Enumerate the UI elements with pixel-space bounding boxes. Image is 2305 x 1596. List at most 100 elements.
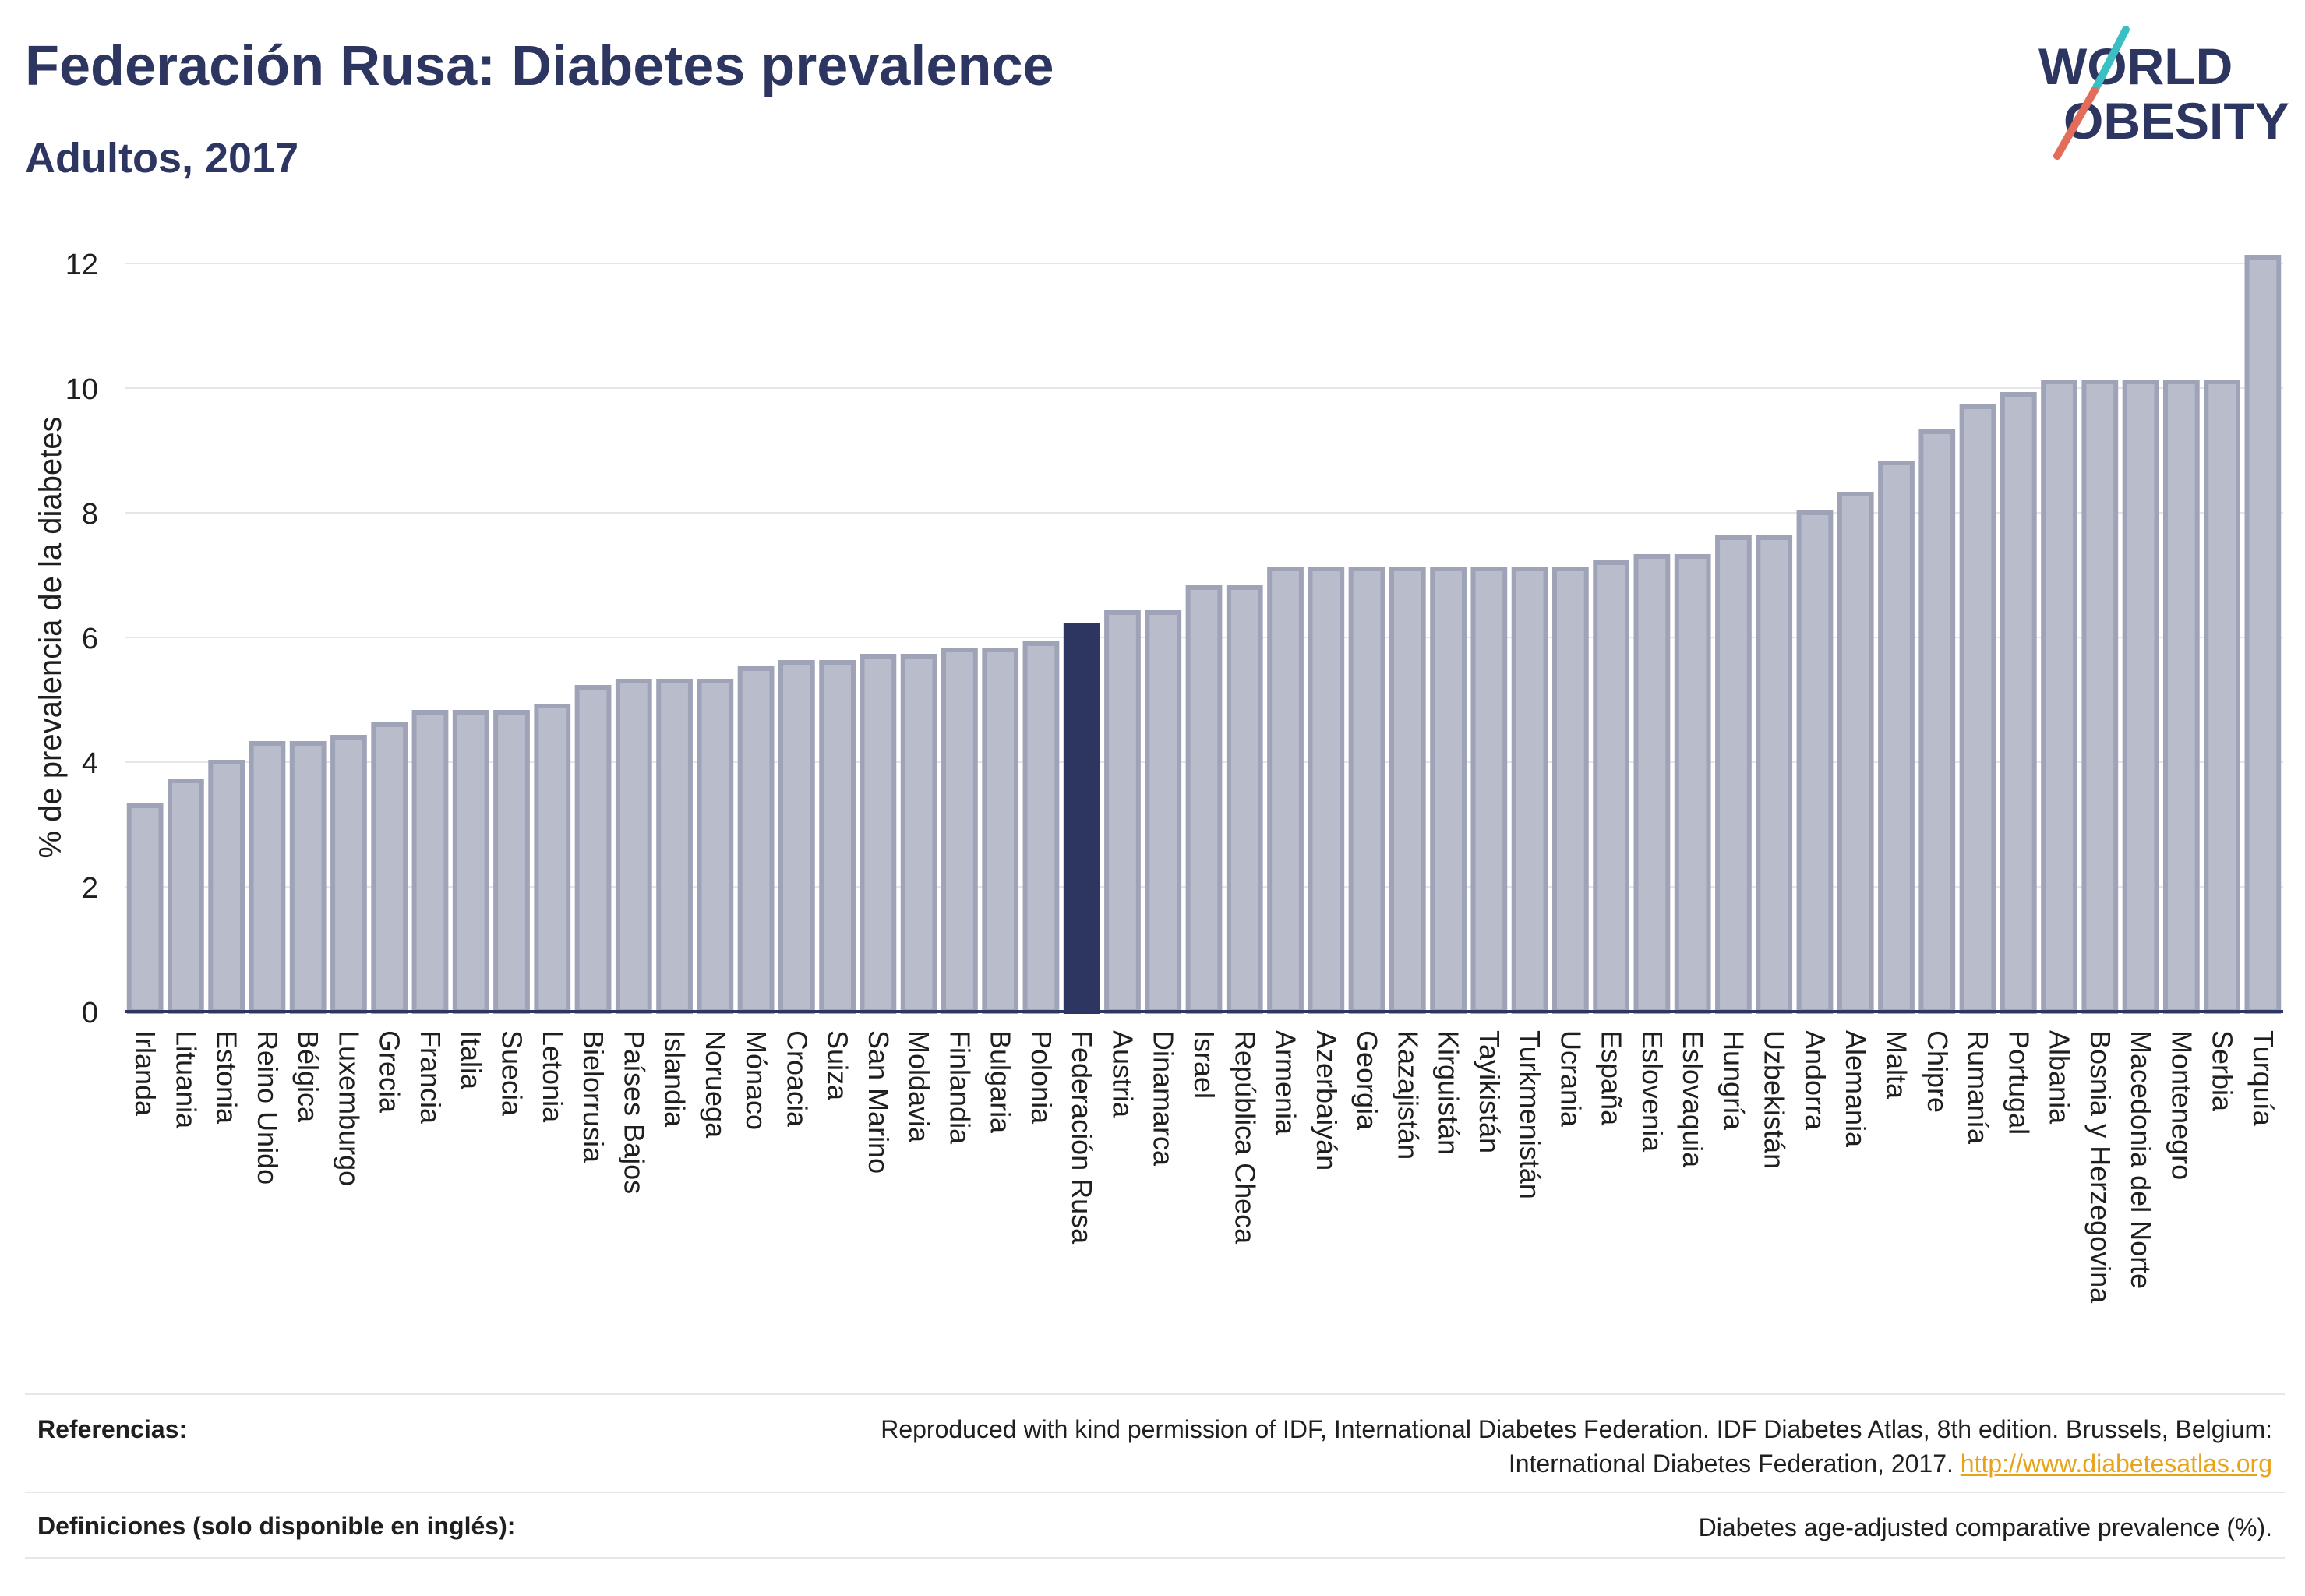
x-tick-label: Uzbekistán bbox=[1759, 1030, 1791, 1169]
logo-text-world: WORLD bbox=[2038, 37, 2233, 95]
x-tick-label: Eslovenia bbox=[1636, 1030, 1668, 1153]
x-tick-label: Islandia bbox=[659, 1030, 691, 1128]
bar bbox=[1959, 404, 1996, 1014]
y-tick-label: 6 bbox=[82, 623, 98, 655]
y-tick-label: 12 bbox=[65, 249, 98, 281]
bar bbox=[2122, 380, 2159, 1014]
bar bbox=[1470, 567, 1508, 1014]
x-tick-label: Países Bajos bbox=[618, 1030, 650, 1194]
bar bbox=[1674, 554, 1711, 1014]
references-line2: International Diabetes Federation, 2017.… bbox=[881, 1446, 2272, 1481]
y-tick-label: 0 bbox=[82, 997, 98, 1029]
x-tick-label: Hungría bbox=[1717, 1030, 1749, 1131]
y-tick-label: 2 bbox=[82, 872, 98, 905]
x-tick-label: Moldavia bbox=[903, 1030, 935, 1143]
chart-title: Federación Rusa: Diabetes prevalence bbox=[25, 35, 1054, 97]
definitions-label: Definiciones (solo disponible en inglés)… bbox=[37, 1512, 516, 1540]
bar bbox=[289, 741, 327, 1014]
x-tick-label: Letonia bbox=[537, 1030, 569, 1123]
bar bbox=[249, 741, 286, 1014]
x-tick-label: Ucrania bbox=[1555, 1030, 1587, 1128]
x-tick-label: Polonia bbox=[1025, 1030, 1057, 1125]
x-tick-label: Kazajistán bbox=[1392, 1030, 1424, 1160]
bar bbox=[1633, 554, 1671, 1014]
bar bbox=[411, 710, 449, 1014]
bar bbox=[452, 710, 489, 1014]
bar-chart: 0 2 4 6 8 10 12 % de prevalencia de la diabetes… bbox=[34, 249, 2283, 1304]
x-tick-label: Francia bbox=[415, 1030, 447, 1125]
divider-bottom bbox=[25, 1557, 2285, 1559]
x-tick-label: Mónaco bbox=[740, 1030, 772, 1130]
bar bbox=[941, 648, 978, 1014]
bar bbox=[1348, 567, 1385, 1014]
x-tick-label: Alemania bbox=[1840, 1030, 1872, 1148]
bar bbox=[1104, 610, 1141, 1014]
x-tick-label: Andorra bbox=[1799, 1030, 1831, 1131]
x-tick-label: Israel bbox=[1188, 1030, 1220, 1099]
chart-subtitle: Adultos, 2017 bbox=[25, 135, 299, 182]
bar bbox=[1022, 641, 1060, 1014]
divider-middle bbox=[25, 1492, 2285, 1493]
bar bbox=[1837, 492, 1874, 1014]
logo-slash-coral-icon bbox=[2053, 87, 2099, 160]
bar bbox=[697, 679, 734, 1014]
x-tick-label: Noruega bbox=[700, 1030, 732, 1139]
x-tick-label: Azerbaiyán bbox=[1311, 1030, 1343, 1171]
bar bbox=[1267, 567, 1304, 1014]
x-tick-label: Luxemburgo bbox=[333, 1030, 365, 1186]
logo-text-obesity: OBESITY bbox=[2063, 92, 2289, 150]
bar bbox=[656, 679, 693, 1014]
bar bbox=[819, 660, 856, 1014]
bar bbox=[860, 654, 897, 1014]
x-tick-label: Lituania bbox=[170, 1030, 202, 1129]
bar bbox=[208, 760, 245, 1014]
x-tick-label: Montenegro bbox=[2166, 1030, 2197, 1180]
references-text: Reproduced with kind permission of IDF, … bbox=[881, 1412, 2272, 1481]
x-tick-label: Armenia bbox=[1270, 1030, 1302, 1135]
x-tick-label: Austria bbox=[1107, 1030, 1138, 1118]
bar bbox=[1226, 585, 1263, 1014]
x-tick-label: Portugal bbox=[2003, 1030, 2035, 1135]
x-tick-label: Grecia bbox=[374, 1030, 406, 1114]
bar bbox=[1145, 610, 1182, 1014]
x-tick-label: Estonia bbox=[211, 1030, 243, 1125]
definitions-row: Definiciones (solo disponible en inglés)… bbox=[25, 1510, 2285, 1557]
bar bbox=[2000, 392, 2037, 1014]
bar bbox=[2204, 380, 2240, 1014]
x-tick-label: Georgia bbox=[1351, 1030, 1383, 1131]
bar bbox=[1551, 567, 1589, 1014]
bar bbox=[168, 779, 204, 1014]
x-tick-label: Irlanda bbox=[129, 1030, 161, 1117]
bar bbox=[2162, 380, 2200, 1014]
x-tick-label: Tayikistán bbox=[1474, 1030, 1505, 1153]
x-tick-label: Federación Rusa bbox=[1066, 1030, 1098, 1245]
bar bbox=[574, 685, 612, 1014]
bar bbox=[737, 666, 775, 1014]
y-axis-label: % de prevalencia de la diabetes bbox=[34, 416, 68, 858]
x-tick-label: España bbox=[1596, 1030, 1628, 1126]
bar bbox=[982, 648, 1019, 1014]
bar bbox=[126, 803, 164, 1014]
bar bbox=[1593, 560, 1630, 1014]
bar bbox=[1389, 567, 1426, 1014]
bar bbox=[1063, 623, 1100, 1014]
x-tick-label: Croacia bbox=[781, 1030, 813, 1128]
x-tick-label: Turkmenistán bbox=[1514, 1030, 1546, 1199]
references-line2-text: International Diabetes Federation, 2017. bbox=[1508, 1449, 1954, 1478]
x-tick-label: Serbia bbox=[2207, 1030, 2239, 1112]
x-tick-label: Eslovaquia bbox=[1677, 1030, 1709, 1168]
x-tick-label: Reino Unido bbox=[252, 1030, 284, 1185]
bar bbox=[2041, 380, 2077, 1014]
x-tick-label: Rumanía bbox=[1962, 1030, 1994, 1145]
x-tick-label: Bulgaria bbox=[985, 1030, 1017, 1134]
world-obesity-logo[interactable]: WORLD OBESITY bbox=[2034, 22, 2291, 162]
references-line1: Reproduced with kind permission of IDF, … bbox=[881, 1415, 2272, 1443]
bar bbox=[1308, 567, 1345, 1014]
x-tick-label: Finlandia bbox=[944, 1030, 976, 1145]
x-tick-label: Dinamarca bbox=[1148, 1030, 1180, 1167]
x-tick-label: Macedonia del Norte bbox=[2125, 1030, 2157, 1289]
x-tick-label: San Marino bbox=[863, 1030, 895, 1174]
bar bbox=[615, 679, 652, 1014]
references-link[interactable]: http://www.diabetesatlas.org bbox=[1960, 1449, 2272, 1478]
x-tick-label: Malta bbox=[1880, 1030, 1912, 1100]
